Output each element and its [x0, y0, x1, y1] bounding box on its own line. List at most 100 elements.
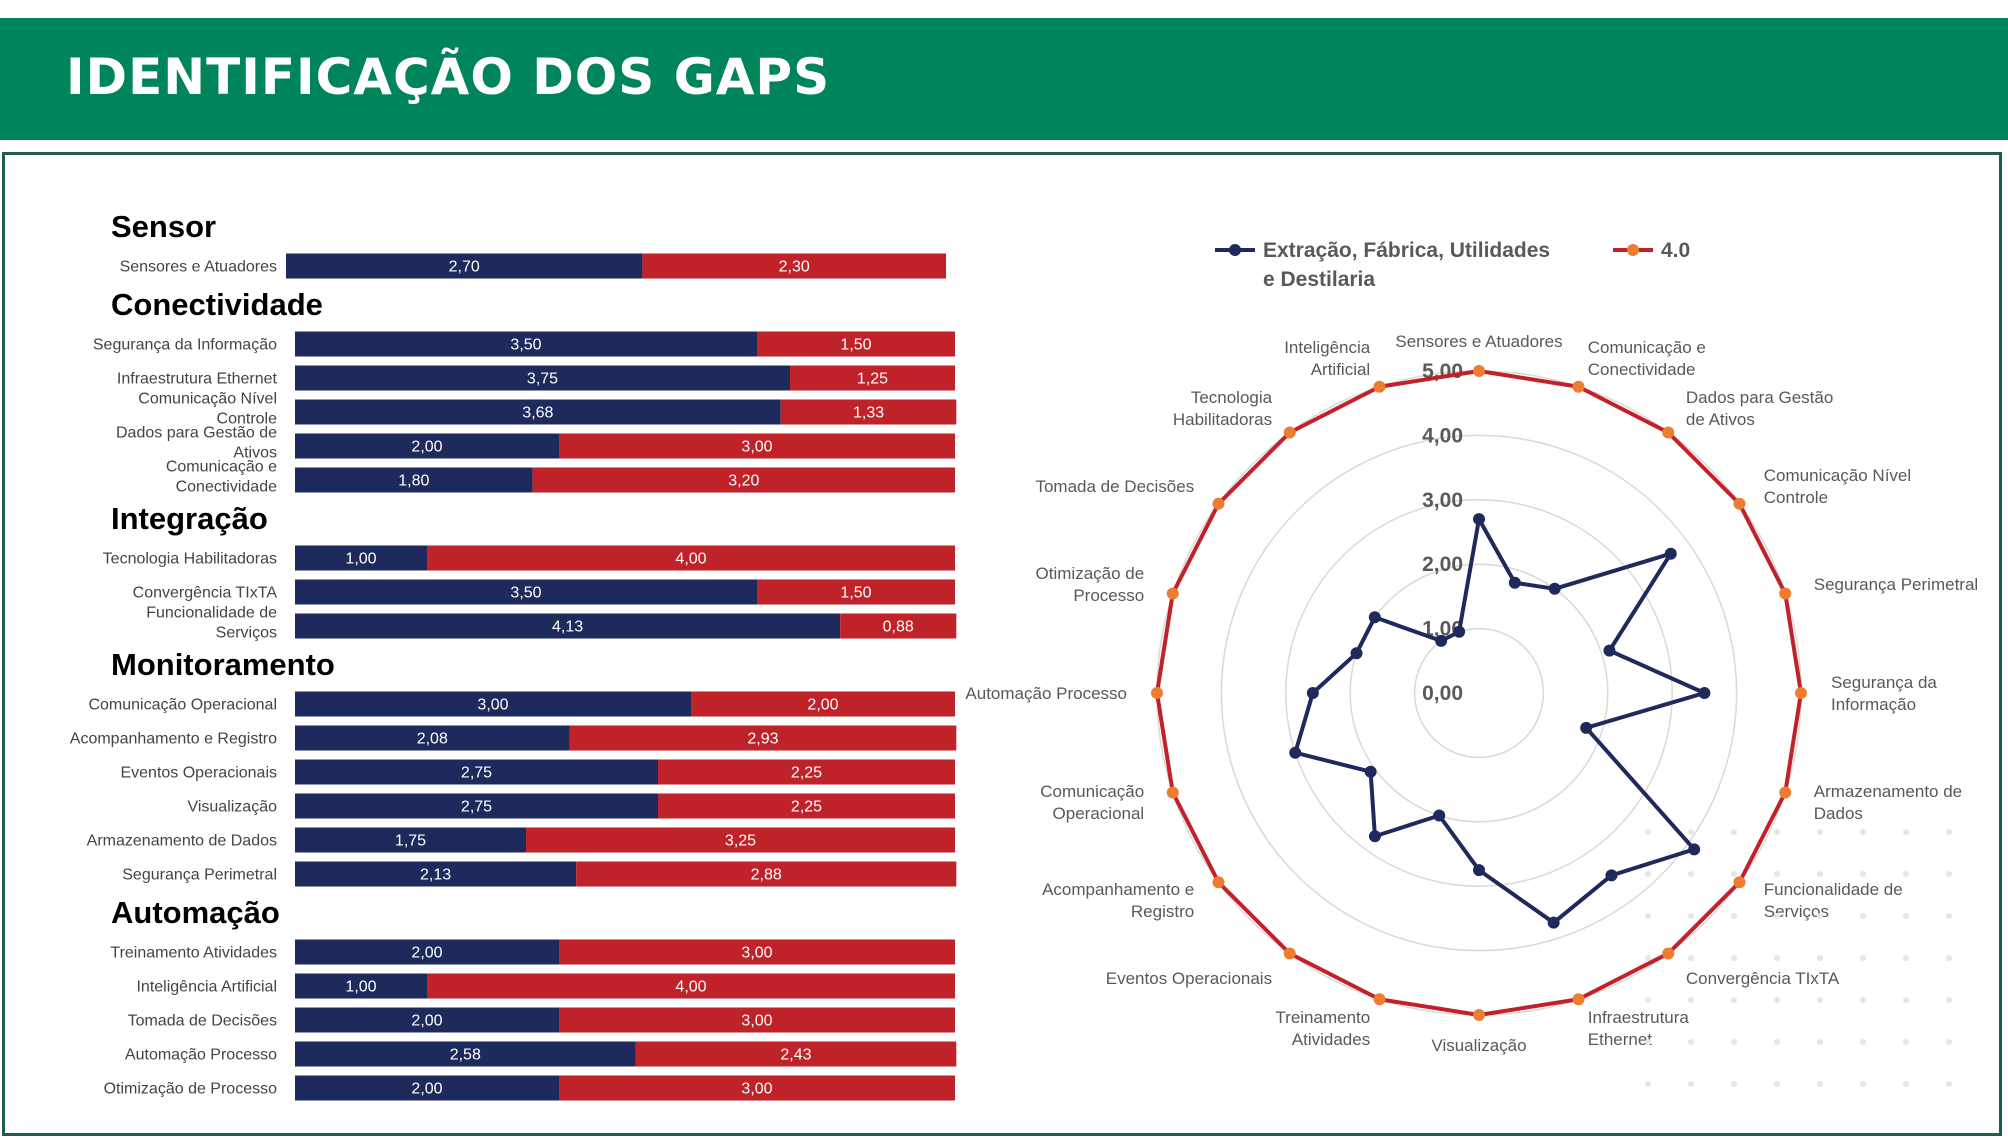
bar-label-gap: 2,30 — [779, 259, 810, 276]
radar-point-comunicacao-operacional — [1289, 746, 1302, 759]
bar-current-sensores-e-atuadores — [286, 253, 643, 279]
radar-category-label-eventos-operacionais: Eventos Operacionais — [1106, 969, 1272, 988]
decorative-dot — [1731, 871, 1737, 877]
radar-point-tomada-de-decisoes — [1368, 611, 1381, 624]
bar-label-gap: 3,00 — [741, 945, 772, 962]
radar-point-treinamento-atividades — [1373, 993, 1386, 1006]
radar-category-label-comunicacao-e-conectividade: Comunicação e Conectividade — [1588, 338, 1706, 379]
bar-label-gap: 2,00 — [807, 697, 838, 714]
radar-category-label-inteligencia-artificial: Inteligência Artificial — [1284, 338, 1371, 379]
category-label-comunicacao-operacional: Comunicação Operacional — [88, 697, 277, 714]
radar-point-comunicacao-nivel-controle — [1733, 497, 1746, 510]
group-title-monitoramento: Monitoramento — [111, 647, 335, 682]
category-label-seguranca-perimetral: Segurança Perimetral — [122, 867, 277, 884]
radar-point-automacao-processo — [1151, 687, 1163, 699]
bar-label-current: 2,00 — [411, 1013, 442, 1030]
radar-point-infraestrutura-ethernet — [1572, 993, 1585, 1006]
category-label-visualizacao: Visualização — [187, 799, 277, 816]
bar-label-current: 2,00 — [411, 1081, 442, 1098]
bar-gap-tecnologia-habilitadoras — [427, 545, 955, 571]
radar-category-label-armazenamento-de-dados: Armazenamento de Dados — [1814, 782, 1962, 823]
bar-current-eventos-operacionais — [295, 759, 658, 785]
bar-current-automacao-processo — [295, 1041, 636, 1067]
bar-label-gap: 1,50 — [840, 337, 871, 354]
decorative-dot — [1860, 997, 1866, 1003]
decorative-dot — [1645, 871, 1651, 877]
decorative-dot — [1817, 955, 1823, 961]
category-label-dados-para-gestao-de-ativos: Dados para Gestão de Ativos — [116, 425, 277, 462]
bar-label-gap: 3,00 — [741, 439, 772, 456]
bar-label-gap: 3,00 — [741, 1013, 772, 1030]
radar-point-funcionalidade-de-servicos — [1733, 876, 1746, 889]
category-label-convergencia-tixta: Convergência TIxTA — [133, 585, 278, 602]
bar-gap-comunicacao-nivel-controle — [780, 399, 957, 425]
bar-current-inteligencia-artificial — [295, 973, 427, 999]
decorative-dot — [1860, 955, 1866, 961]
decorative-dot — [1903, 871, 1909, 877]
decorative-dot — [1817, 1039, 1823, 1045]
bar-gap-treinamento-atividades — [559, 939, 955, 965]
decorative-dot — [1946, 997, 1952, 1003]
decorative-dot — [1645, 1039, 1651, 1045]
radar-series-extracao-line — [1293, 517, 1707, 925]
decorative-dot — [1903, 913, 1909, 919]
decorative-dot — [1688, 829, 1694, 835]
bar-current-acompanhamento-e-registro — [295, 725, 570, 751]
bar-label-gap: 2,88 — [751, 867, 782, 884]
bar-label-current: 1,75 — [395, 833, 426, 850]
page-title: IDENTIFICAÇÃO DOS GAPS — [66, 48, 831, 106]
radar-point-tomada-de-decisoes — [1212, 497, 1225, 510]
decorative-dot — [1817, 913, 1823, 919]
bar-gap-sensores-e-atuadores — [642, 253, 946, 279]
group-title-automacao: Automação — [111, 895, 280, 930]
decorative-dot — [1731, 955, 1737, 961]
bar-current-comunicacao-e-conectividade — [295, 467, 533, 493]
legend-label-extracao: Extração, Fábrica, Utilidades e Destilari… — [1263, 239, 1550, 291]
decorative-dot — [1946, 913, 1952, 919]
radar-grid-ring — [1220, 434, 1738, 952]
bar-label-current: 3,68 — [522, 405, 553, 422]
radar-point-comunicacao-operacional — [1166, 786, 1179, 799]
decorative-dot — [1688, 913, 1694, 919]
legend-marker-4-0 — [1627, 244, 1639, 256]
decorative-dot — [1688, 1039, 1694, 1045]
bar-current-convergencia-tixta — [295, 579, 757, 605]
radar-tick-label: 3,00 — [1422, 489, 1463, 512]
radar-tick-label: 0,00 — [1422, 682, 1463, 705]
bar-gap-acompanhamento-e-registro — [569, 725, 957, 751]
bar-current-armazenamento-de-dados — [295, 827, 526, 853]
radar-point-otimizacao-de-processo — [1166, 587, 1179, 600]
radar-point-visualizacao — [1473, 1009, 1485, 1021]
bar-label-gap: 1,50 — [840, 585, 871, 602]
radar-category-label-visualizacao: Visualização — [1431, 1036, 1526, 1055]
radar-point-acompanhamento-e-registro — [1212, 876, 1225, 889]
decorative-dot — [1946, 1039, 1952, 1045]
decorative-dot — [1731, 829, 1737, 835]
bar-label-current: 2,58 — [450, 1047, 481, 1064]
radar-category-label-automacao-processo: Automação Processo — [965, 684, 1127, 703]
radar-category-label-treinamento-atividades: Treinamento Atividades — [1275, 1008, 1370, 1049]
decorative-dot — [1817, 1081, 1823, 1087]
decorative-dot — [1860, 829, 1866, 835]
radar-point-armazenamento-de-dados — [1779, 786, 1792, 799]
bar-label-gap: 3,25 — [725, 833, 756, 850]
decorative-dot — [1688, 955, 1694, 961]
decorative-dot — [1774, 955, 1780, 961]
bar-gap-dados-para-gestao-de-ativos — [559, 433, 955, 459]
bar-current-tomada-de-decisoes — [295, 1007, 559, 1033]
bar-label-current: 4,13 — [552, 619, 583, 636]
category-label-tecnologia-habilitadoras: Tecnologia Habilitadoras — [103, 551, 277, 568]
category-label-comunicacao-nivel-controle: Comunicação Nível Controle — [138, 391, 277, 428]
category-label-infraestrutura-ethernet: Infraestrutura Ethernet — [117, 371, 278, 388]
bar-gap-seguranca-da-informacao — [757, 331, 955, 357]
bar-label-current: 2,00 — [411, 439, 442, 456]
radar-point-dados-para-gestao-de-ativos — [1662, 426, 1675, 439]
category-label-acompanhamento-e-registro: Acompanhamento e Registro — [70, 731, 277, 748]
radar-point-sensores-e-atuadores — [1473, 513, 1485, 526]
category-label-seguranca-da-informacao: Segurança da Informação — [93, 337, 277, 354]
category-label-sensores-e-atuadores: Sensores e Atuadores — [120, 259, 277, 276]
radar-point-seguranca-da-informacao — [1698, 687, 1711, 699]
category-label-tomada-de-decisoes: Tomada de Decisões — [128, 1013, 277, 1030]
bar-label-current: 2,70 — [449, 259, 480, 276]
bar-label-current: 1,00 — [345, 979, 376, 996]
